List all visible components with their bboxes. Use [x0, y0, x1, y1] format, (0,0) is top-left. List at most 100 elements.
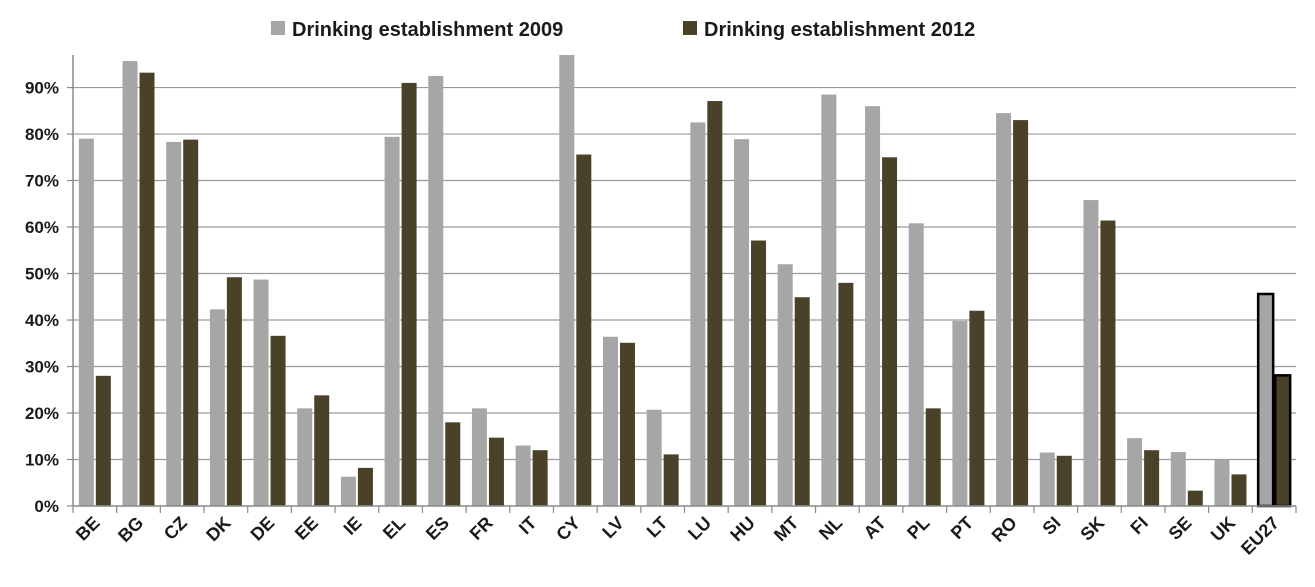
bar-ro-2009 [996, 113, 1012, 506]
x-tick-label-nl: NL [815, 513, 846, 544]
bar-el-2012 [401, 82, 417, 506]
bar-cz-2009 [166, 141, 182, 506]
bar-pt-2012 [969, 310, 985, 506]
bar-sk-2012 [1100, 220, 1116, 506]
x-tick-label-at: AT [860, 513, 890, 543]
x-axis-tick-labels: BE BG CZ DK DE EE IE EL ES FR IT CY LV LT LU HU MT NL AT PL… [72, 513, 1283, 559]
y-tick-label: 30% [25, 358, 59, 377]
bar-hu-2012 [751, 240, 767, 506]
bar-uk-2009 [1214, 459, 1230, 506]
x-tick-label-uk: UK [1207, 513, 1240, 546]
x-tick-label-lv: LV [598, 513, 627, 542]
x-tick-label-hu: HU [726, 513, 759, 546]
x-tick-label-lt: LT [643, 513, 672, 542]
bar-hu-2009 [734, 139, 750, 506]
y-tick-label: 70% [25, 172, 59, 191]
x-tick-label-de: DE [247, 513, 279, 545]
bar-ie-2012 [357, 467, 373, 506]
bar-pt-2009 [952, 320, 968, 506]
y-tick-label: 60% [25, 218, 59, 237]
bar-eu27-2009 [1256, 292, 1275, 508]
bar-es-2009 [428, 75, 444, 507]
y-tick-label: 40% [25, 311, 59, 330]
x-tick-label-dk: DK [202, 513, 235, 546]
y-axis-tick-labels: 0% 10% 20% 30% 40% 50% 60% 70% 80% 90% [25, 79, 59, 516]
bar-ee-2012 [314, 395, 330, 506]
bar-it-2009 [515, 445, 531, 506]
bar-mt-2012 [794, 297, 810, 506]
bar-sk-2009 [1083, 200, 1099, 507]
x-tick-label-el: EL [379, 513, 409, 543]
x-tick-label-lu: LU [684, 513, 715, 544]
bar-at-2012 [882, 157, 898, 506]
bar-dk-2009 [209, 309, 225, 506]
y-tick-label: 50% [25, 265, 59, 284]
bar-cy-2009 [559, 55, 575, 506]
bar-it-2012 [532, 450, 548, 506]
bar-fi-2009 [1127, 438, 1143, 506]
bar-de-2009 [253, 279, 269, 506]
bar-nl-2009 [821, 94, 837, 506]
bar-cz-2012 [183, 139, 199, 507]
bar-be-2009 [78, 138, 94, 506]
x-tick-label-mt: MT [770, 513, 803, 546]
axes [67, 55, 1297, 513]
bar-cy-2012 [576, 154, 592, 506]
bar-eu27-2012 [1273, 374, 1292, 508]
x-tick-label-ie: IE [340, 513, 366, 539]
bar-es-2012 [445, 422, 461, 506]
x-tick-label-cz: CZ [160, 513, 191, 544]
bar-si-2009 [1039, 452, 1055, 506]
x-tick-label-se: SE [1165, 513, 1196, 544]
bars [78, 55, 1292, 508]
bar-ie-2009 [340, 476, 356, 506]
bar-lu-2009 [690, 122, 706, 506]
bar-fr-2009 [471, 408, 487, 506]
bar-dk-2012 [226, 277, 242, 506]
bar-si-2012 [1056, 455, 1072, 506]
legend-label-2012: Drinking establishment 2012 [704, 19, 975, 41]
legend-label-2009: Drinking establishment 2009 [292, 19, 563, 41]
legend-swatch-2012 [683, 21, 697, 35]
bar-be-2012 [95, 375, 111, 506]
y-tick-label: 10% [25, 451, 59, 470]
bar-bg-2009 [122, 61, 138, 506]
bar-se-2009 [1170, 452, 1186, 506]
bar-fi-2012 [1144, 450, 1160, 506]
bar-pl-2009 [908, 223, 924, 506]
x-tick-label-fr: FR [466, 513, 497, 544]
bar-lv-2012 [619, 342, 635, 506]
bar-se-2012 [1187, 490, 1203, 506]
x-tick-label-pt: PT [947, 513, 977, 543]
x-tick-label-it: IT [515, 513, 540, 538]
bar-uk-2012 [1231, 474, 1247, 506]
x-tick-label-sk: SK [1076, 513, 1108, 545]
bar-lu-2012 [707, 101, 723, 506]
x-tick-label-si: SI [1038, 513, 1064, 539]
bar-bg-2012 [139, 72, 155, 507]
bar-mt-2009 [777, 264, 793, 506]
x-tick-label-cy: CY [552, 513, 584, 545]
bar-lt-2009 [646, 409, 662, 506]
bar-el-2009 [384, 136, 400, 506]
bar-pl-2012 [925, 408, 941, 506]
legend: Drinking establishment 2009 Drinking est… [271, 19, 975, 41]
bar-de-2012 [270, 335, 286, 506]
x-tick-label-fi: FI [1126, 513, 1151, 538]
y-tick-label: 0% [34, 497, 59, 516]
bar-nl-2012 [838, 282, 854, 506]
x-tick-label-eu27: EU27 [1237, 513, 1283, 559]
x-tick-label-bg: BG [114, 513, 147, 546]
bar-lt-2012 [663, 454, 679, 506]
bar-fr-2012 [488, 437, 504, 506]
bar-ro-2012 [1013, 120, 1029, 507]
y-tick-label: 80% [25, 125, 59, 144]
x-tick-label-ro: RO [988, 513, 1021, 546]
y-tick-label: 90% [25, 79, 59, 98]
x-tick-label-ee: EE [291, 513, 322, 544]
bar-ee-2009 [297, 408, 313, 506]
x-tick-label-be: BE [72, 513, 104, 545]
bar-at-2009 [865, 106, 881, 506]
